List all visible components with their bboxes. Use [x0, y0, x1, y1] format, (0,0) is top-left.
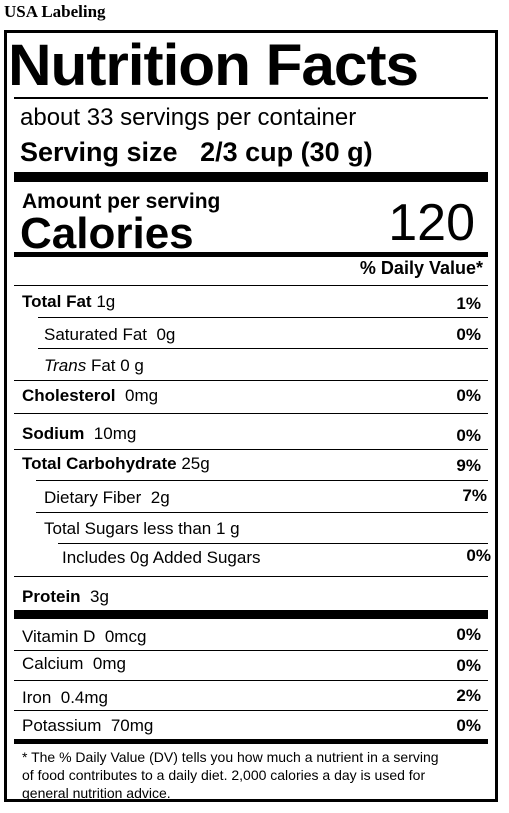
divider	[14, 413, 488, 414]
thick-divider-top	[14, 172, 488, 182]
nutrient-row-total-fat: Total Fat 1g	[22, 292, 115, 312]
nutrient-dv: 1%	[456, 294, 481, 313]
vitamin-amount: 70mg	[110, 716, 154, 735]
nutrient-dv: 7%	[462, 486, 487, 505]
nutrient-name: Total Carbohydrate	[22, 454, 177, 473]
vitamin-row-potassium: Potassium 70mg	[22, 716, 153, 736]
divider	[14, 710, 488, 711]
nutrient-dv: 9%	[456, 456, 481, 475]
nutrient-amount: 3g	[90, 587, 109, 606]
nutrient-amount: 0 g	[120, 356, 144, 375]
nutrient-amount: 2g	[150, 488, 170, 507]
nutrient-name: Cholesterol	[22, 386, 116, 405]
divider	[14, 380, 488, 381]
calories-divider	[14, 252, 488, 257]
vitamin-dv: 0%	[456, 716, 481, 735]
divider	[58, 543, 488, 544]
daily-value-header: % Daily Value*	[359, 258, 483, 278]
nutrient-row-total-sugars: Total Sugars less than 1 g	[44, 519, 240, 539]
divider	[36, 512, 488, 513]
vitamin-amount: 0.4mg	[60, 688, 108, 707]
nutrient-row-protein: Protein 3g	[22, 587, 109, 607]
divider	[14, 449, 488, 450]
nutrient-amount: 1 g	[216, 519, 240, 538]
vitamin-name: Vitamin D	[22, 627, 96, 646]
nutrient-row-cholesterol: Cholesterol 0mg	[22, 386, 158, 406]
nutrient-dv: 0%	[456, 325, 481, 344]
nutrient-name: Saturated Fat	[44, 325, 148, 344]
page-caption: USA Labeling	[4, 2, 106, 21]
nutrient-amount: 1g	[96, 292, 116, 311]
nutrient-row-dietary-fiber: Dietary Fiber 2g	[44, 488, 170, 508]
vitamin-row-calcium: Calcium 0mg	[22, 654, 126, 674]
nutrient-row-trans-fat: Trans Fat 0 g	[44, 356, 144, 376]
footnote-divider	[14, 739, 488, 744]
nutrient-name: Sodium	[22, 424, 85, 443]
divider	[38, 348, 488, 349]
nutrient-amount: 0g	[156, 325, 176, 344]
nutrient-row-saturated-fat: Saturated Fat 0g	[44, 325, 175, 345]
thick-divider-vitamins	[14, 610, 488, 619]
vitamin-row-iron: Iron 0.4mg	[22, 688, 108, 708]
nutrient-amount: 25g	[181, 454, 210, 473]
calories-label: Calories	[20, 209, 194, 258]
nutrition-facts-panel	[4, 30, 498, 802]
serving-size-label: Serving size	[20, 137, 178, 167]
vitamin-name: Potassium	[22, 716, 102, 735]
vitamin-name: Calcium	[22, 654, 84, 673]
nutrient-amount: 10mg	[93, 424, 137, 443]
nutrient-name: Total Sugars less than	[44, 519, 212, 538]
vitamin-amount: 0mg	[92, 654, 126, 673]
nutrient-name: Dietary Fiber	[44, 488, 142, 507]
divider	[14, 650, 488, 651]
nutrient-dv: 0%	[456, 426, 481, 445]
divider	[14, 285, 488, 286]
vitamin-row-vitamin-d: Vitamin D 0mcg	[22, 627, 146, 647]
vitamin-amount: 0mcg	[104, 627, 147, 646]
trans-prefix: Trans	[44, 356, 87, 375]
title-divider	[14, 97, 488, 99]
nutrient-name: Fat	[90, 356, 116, 375]
vitamin-dv: 0%	[456, 656, 481, 675]
vitamin-name: Iron	[22, 688, 52, 707]
label-title: Nutrition Facts	[8, 33, 419, 98]
nutrient-row-total-carbohydrate: Total Carbohydrate 25g	[22, 454, 210, 474]
amount-per-serving: Amount per serving	[22, 190, 221, 213]
divider	[38, 317, 488, 318]
nutrient-name: Protein	[22, 587, 81, 606]
divider	[14, 680, 488, 681]
nutrient-dv: 0%	[466, 546, 491, 565]
vitamin-dv: 2%	[456, 686, 481, 705]
nutrient-name: Total Fat	[22, 292, 92, 311]
daily-value-footnote: * The % Daily Value (DV) tells you how m…	[22, 749, 439, 801]
nutrient-row-added-sugars: Includes 0g Added Sugars	[62, 548, 261, 567]
divider	[14, 576, 488, 577]
nutrient-dv: 0%	[456, 386, 481, 405]
servings-per-container: about 33 servings per container	[20, 104, 357, 131]
nutrient-amount: 0mg	[124, 386, 159, 405]
vitamin-dv: 0%	[456, 625, 481, 644]
serving-size: Serving size 2/3 cup (30 g)	[20, 137, 373, 168]
serving-size-value: 2/3 cup (30 g)	[200, 137, 373, 167]
divider	[36, 480, 488, 481]
nutrient-row-sodium: Sodium 10mg	[22, 424, 136, 444]
calories-value: 120	[388, 194, 475, 252]
